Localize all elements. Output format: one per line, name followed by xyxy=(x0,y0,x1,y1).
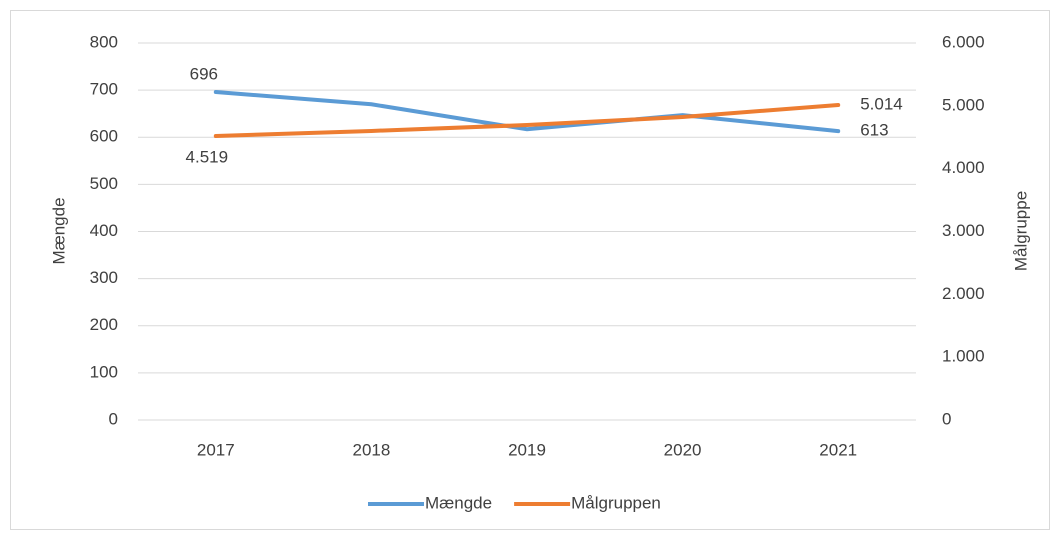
y2-tick-label: 2.000 xyxy=(942,284,985,303)
legend-label: Mængde xyxy=(425,493,492,512)
legend-label: Målgruppen xyxy=(571,493,661,512)
data-label: 613 xyxy=(860,121,888,140)
x-tick-label: 2018 xyxy=(352,440,390,459)
x-tick-label: 2019 xyxy=(508,440,546,459)
y2-axis-title: Målgruppe xyxy=(1011,191,1030,271)
series-line xyxy=(213,90,841,134)
y-tick-label: 500 xyxy=(90,174,118,193)
data-label: 4.519 xyxy=(186,148,229,167)
y2-tick-label: 3.000 xyxy=(942,221,985,240)
y-axis-title: Mængde xyxy=(49,197,68,264)
y2-tick-label: 0 xyxy=(942,409,951,428)
y-tick-label: 600 xyxy=(90,127,118,146)
y-tick-label: 400 xyxy=(90,221,118,240)
y-tick-label: 0 xyxy=(109,409,118,428)
y-tick-label: 100 xyxy=(90,362,118,381)
x-tick-label: 2020 xyxy=(664,440,702,459)
data-label: 696 xyxy=(190,64,218,83)
y2-tick-label: 1.000 xyxy=(942,347,985,366)
series-line xyxy=(213,102,841,139)
y-tick-label: 800 xyxy=(90,32,118,51)
y2-tick-label: 4.000 xyxy=(942,158,985,177)
y-tick-label: 300 xyxy=(90,268,118,287)
x-tick-label: 2021 xyxy=(819,440,857,459)
data-label: 5.014 xyxy=(860,94,903,113)
y-tick-label: 700 xyxy=(90,80,118,99)
y-tick-label: 200 xyxy=(90,315,118,334)
y2-tick-label: 6.000 xyxy=(942,32,985,51)
y2-tick-label: 5.000 xyxy=(942,95,985,114)
x-tick-label: 2017 xyxy=(197,440,235,459)
chart-frame xyxy=(10,10,1050,530)
